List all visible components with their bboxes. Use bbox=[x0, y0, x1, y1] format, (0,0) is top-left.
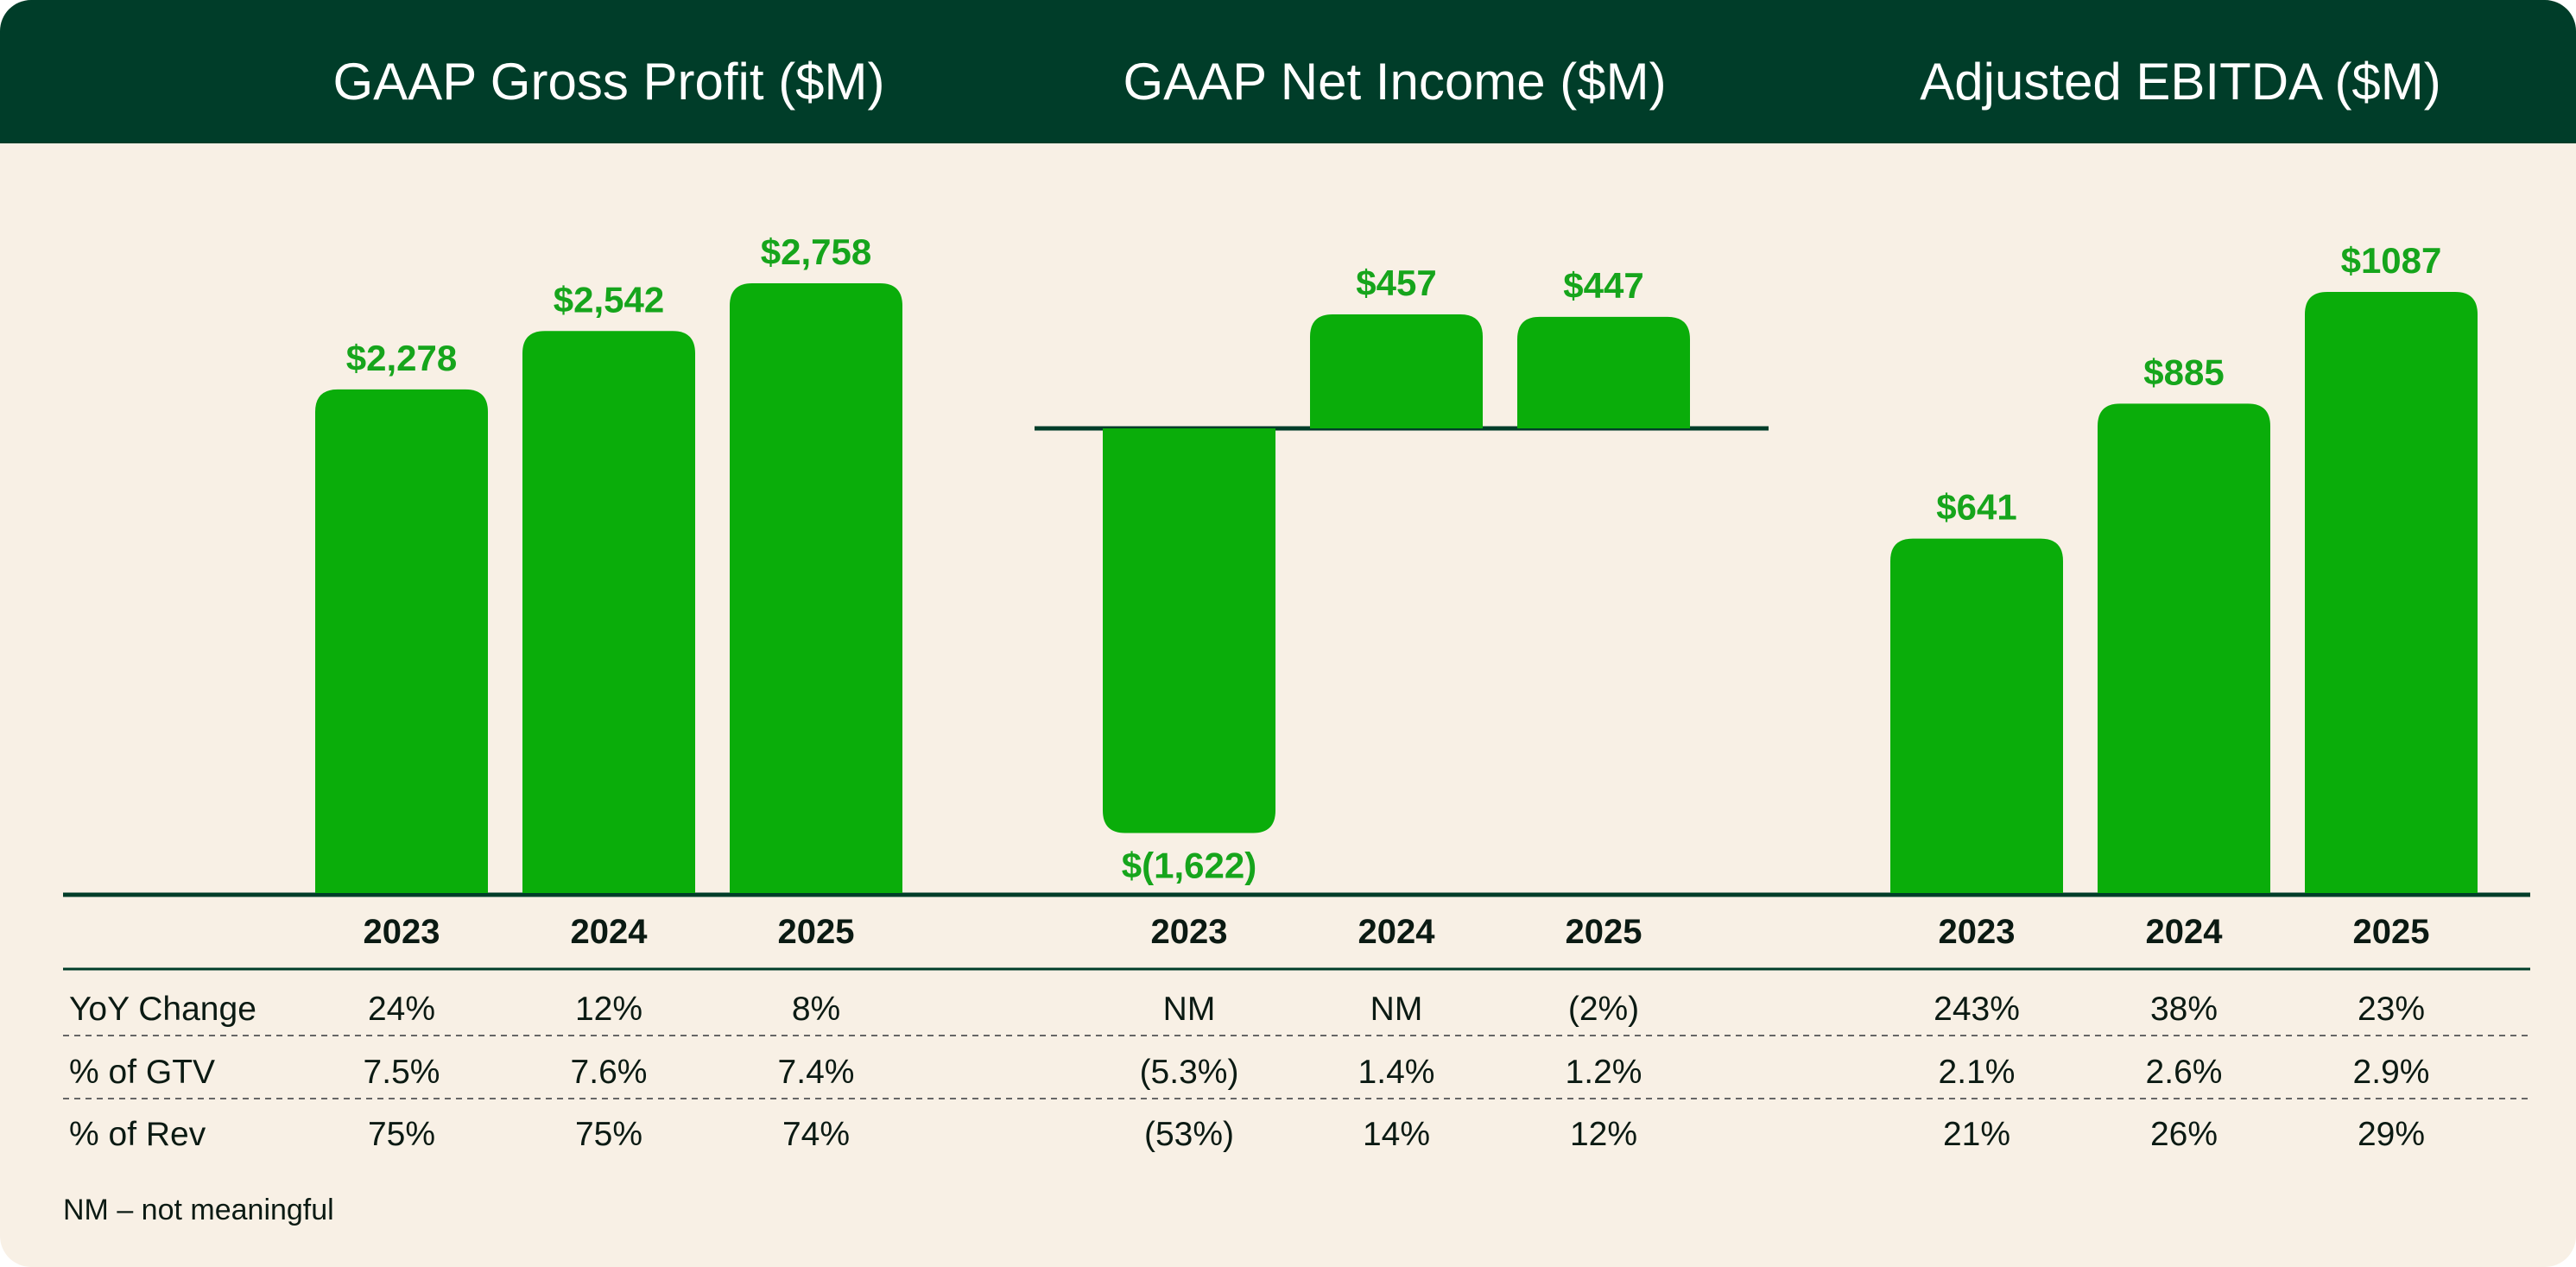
value-label: $1087 bbox=[2341, 240, 2442, 281]
metric-value: 75% bbox=[575, 1116, 642, 1153]
metric-value: 29% bbox=[2358, 1116, 2425, 1153]
bar-1-2023 bbox=[1103, 428, 1275, 833]
metric-row-label: % of GTV bbox=[69, 1054, 215, 1091]
value-label: $885 bbox=[2143, 352, 2224, 392]
metric-value: (5.3%) bbox=[1140, 1054, 1239, 1091]
metric-value: 12% bbox=[575, 991, 642, 1028]
bar-0-2023 bbox=[315, 389, 488, 893]
panel-title-gross-profit: GAAP Gross Profit ($M) bbox=[332, 53, 885, 111]
metric-value: 7.6% bbox=[571, 1054, 648, 1091]
value-label: $447 bbox=[1563, 265, 1643, 306]
metric-value: 2.1% bbox=[1939, 1054, 2016, 1091]
metric-value: 38% bbox=[2150, 991, 2218, 1028]
year-tick-label: 2023 bbox=[1151, 913, 1228, 951]
metric-value: 1.4% bbox=[1358, 1054, 1435, 1091]
bar-2-2023 bbox=[1890, 538, 2063, 893]
year-tick-label: 2024 bbox=[571, 913, 649, 951]
metric-value: 2.9% bbox=[2353, 1054, 2430, 1091]
metric-value: 75% bbox=[368, 1116, 435, 1153]
year-tick-label: 2023 bbox=[364, 913, 440, 951]
metric-value: 74% bbox=[782, 1116, 850, 1153]
value-label: $2,542 bbox=[554, 279, 664, 320]
year-tick-label: 2023 bbox=[1939, 913, 2016, 951]
metric-value: (2%) bbox=[1568, 991, 1639, 1028]
metric-value: 243% bbox=[1934, 991, 2020, 1028]
metric-value: 23% bbox=[2358, 991, 2425, 1028]
bar-1-2025 bbox=[1517, 316, 1690, 428]
bar-0-2024 bbox=[522, 331, 695, 893]
bar-0-2025 bbox=[730, 283, 902, 893]
metric-value: 7.5% bbox=[364, 1054, 440, 1091]
bar-1-2024 bbox=[1310, 314, 1483, 428]
metric-value: 26% bbox=[2150, 1116, 2218, 1153]
year-tick-label: 2024 bbox=[1358, 913, 1436, 951]
footnote: NM – not meaningful bbox=[63, 1194, 334, 1226]
year-tick-label: 2025 bbox=[778, 913, 855, 951]
header-bar: GAAP Gross Profit ($M) GAAP Net Income (… bbox=[0, 0, 2576, 143]
metric-value: 1.2% bbox=[1566, 1054, 1642, 1091]
value-label: $457 bbox=[1356, 263, 1436, 303]
value-label: $641 bbox=[1936, 487, 2016, 528]
metric-row-label: YoY Change bbox=[69, 991, 256, 1028]
metric-row-label: % of Rev bbox=[69, 1116, 206, 1153]
bar-2-2024 bbox=[2098, 403, 2270, 893]
year-tick-label: 2024 bbox=[2146, 913, 2224, 951]
year-tick-label: 2025 bbox=[1566, 913, 1642, 951]
metric-value: (53%) bbox=[1144, 1116, 1234, 1153]
bar-2-2025 bbox=[2305, 292, 2478, 893]
metric-value: NM bbox=[1163, 991, 1216, 1028]
metric-value: 8% bbox=[792, 991, 840, 1028]
metric-value: 12% bbox=[1570, 1116, 1637, 1153]
metric-value: 2.6% bbox=[2146, 1054, 2223, 1091]
value-label: $2,758 bbox=[761, 231, 871, 272]
panel-title-net-income: GAAP Net Income ($M) bbox=[1123, 53, 1667, 111]
metric-value: 14% bbox=[1363, 1116, 1430, 1153]
metric-value: 7.4% bbox=[778, 1054, 855, 1091]
panel-title-adjusted-ebitda: Adjusted EBITDA ($M) bbox=[1920, 53, 2441, 111]
metric-value: 24% bbox=[368, 991, 435, 1028]
value-label: $(1,622) bbox=[1122, 845, 1256, 885]
year-tick-label: 2025 bbox=[2353, 913, 2430, 951]
metric-value: 21% bbox=[1943, 1116, 2010, 1153]
metric-value: NM bbox=[1370, 991, 1423, 1028]
value-label: $2,278 bbox=[346, 338, 457, 378]
